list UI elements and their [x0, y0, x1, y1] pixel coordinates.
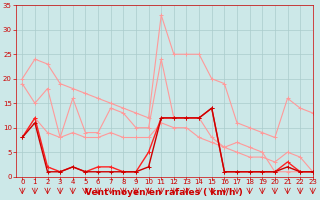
X-axis label: Vent moyen/en rafales ( km/h ): Vent moyen/en rafales ( km/h )	[85, 188, 243, 197]
